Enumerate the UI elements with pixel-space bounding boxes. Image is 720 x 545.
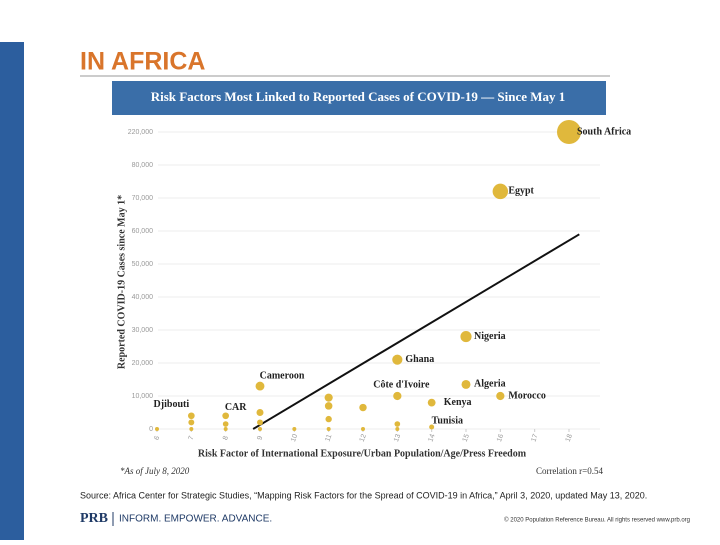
x-tick-label: 18 [565,433,574,443]
point [222,412,230,420]
point [392,354,403,365]
footer-brand: PRB [80,511,108,526]
footer-tagline: INFORM. EMPOWER. ADVANCE. [119,514,272,525]
point [324,393,333,402]
point [492,183,509,200]
point [189,427,194,431]
point [429,424,435,430]
x-tick-label: 16 [496,433,505,443]
y-tick-label: 40,000 [132,294,154,301]
x-tick-label: 12 [359,433,368,443]
point [427,398,436,407]
x-tick-label: 17 [530,433,539,443]
x-tick-label: 6 [153,435,161,441]
point-label: CAR [225,402,247,413]
point [325,415,332,423]
point [257,419,263,426]
point [187,412,195,420]
point [359,403,367,412]
x-tick-label: 15 [462,433,471,443]
x-tick-label: 10 [290,433,299,443]
point-label: Egypt [508,186,534,197]
footer-copyright: © 2020 Population Reference Bureau. All … [504,517,690,524]
x-tick-label: 9 [256,435,264,441]
y-tick-label: 80,000 [132,162,154,169]
point [496,391,505,401]
point [292,427,297,431]
point [155,427,159,431]
x-axis-label: Risk Factor of International Exposure/Ur… [198,448,527,459]
point [394,421,401,427]
point [188,419,195,426]
point [324,402,333,410]
point-label: Djibouti [154,399,190,410]
y-axis-label: Reported COVID-19 Cases since May 1* [116,195,127,369]
point [461,379,471,389]
point-label: Kenya [444,397,472,408]
point [557,120,581,144]
footnote: *As of July 8, 2020 [120,466,190,476]
point [256,408,264,417]
point-label: Ghana [405,354,434,365]
trend-line [252,233,580,430]
y-tick-label: 10,000 [132,393,154,400]
point [460,331,472,343]
y-tick-label: 50,000 [132,261,154,268]
x-tick-label: 11 [324,433,333,442]
y-tick-label: 60,000 [132,228,154,235]
chart-title: Risk Factors Most Linked to Reported Cas… [151,89,566,104]
point [222,421,229,427]
point-label: South Africa [577,126,631,137]
x-tick-label: 7 [188,435,196,441]
y-tick-label: 70,000 [132,195,154,202]
y-tick-label: 30,000 [132,327,154,334]
y-tick-label: 0 [149,426,153,433]
correlation-note: Correlation r=0.54 [536,466,604,476]
point [395,427,400,431]
point-label: Cameroon [260,370,305,381]
y-tick-label: 20,000 [132,360,154,367]
chart-frame [110,80,607,476]
point [326,427,331,431]
point-label: Côte d'Ivoire [373,379,430,390]
point [223,427,228,431]
source-note: Source: Africa Center for Strategic Stud… [80,490,647,500]
point [258,427,262,431]
x-tick-label: 14 [427,433,436,443]
x-tick-label: 13 [393,433,402,443]
point-label: Nigeria [474,331,506,342]
point [255,381,265,391]
slide-title: IN AFRICA [80,48,205,76]
side-bar [0,42,24,540]
y-tick-label: 220,000 [128,129,153,136]
point-label: Morocco [508,390,546,401]
chart-title-bar [112,81,606,115]
point [393,391,402,401]
x-tick-label: 8 [222,435,230,441]
point [361,427,365,431]
point-label: Tunisia [432,415,463,426]
point-label: Algeria [474,379,506,390]
